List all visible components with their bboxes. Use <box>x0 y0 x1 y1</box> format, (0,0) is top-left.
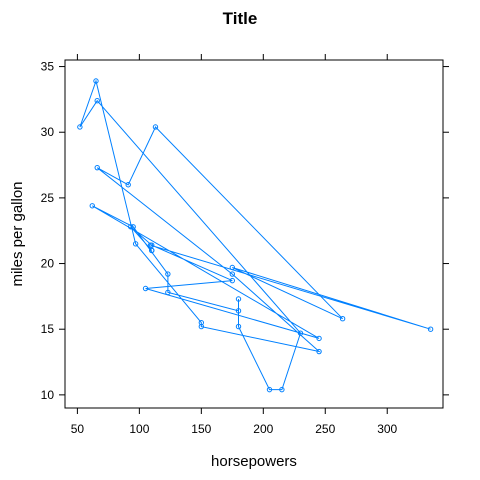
data-point <box>198 323 205 330</box>
y-tick-label: 30 <box>41 125 55 139</box>
series-line <box>79 79 431 391</box>
data-point <box>125 182 131 188</box>
data-point <box>94 98 100 104</box>
data-points <box>77 78 434 393</box>
chart-title: Title <box>223 9 258 28</box>
data-point <box>165 271 171 277</box>
data-point <box>149 247 155 254</box>
y-tick-label: 20 <box>41 257 55 271</box>
data-point <box>297 330 304 336</box>
data-point <box>229 271 236 277</box>
data-point <box>89 203 95 209</box>
data-point <box>94 164 100 171</box>
data-point <box>165 289 171 296</box>
data-point <box>93 78 99 84</box>
data-point <box>427 326 434 332</box>
data-point <box>77 124 83 130</box>
data-point <box>316 348 322 355</box>
data-point <box>235 296 242 302</box>
data-point <box>127 224 134 230</box>
data-point <box>132 241 139 247</box>
x-axis: 50 100 150 200 250 300 <box>71 54 398 436</box>
y-axis: 10 15 20 25 30 35 <box>41 60 449 402</box>
x-tick-label: 150 <box>191 422 211 436</box>
data-point <box>229 264 236 271</box>
y-tick-label: 35 <box>41 60 55 74</box>
data-point <box>229 277 236 284</box>
data-point <box>266 386 273 393</box>
data-point <box>152 124 159 130</box>
x-axis-label: horsepowers <box>211 453 297 470</box>
data-point <box>339 316 346 322</box>
data-point <box>235 308 242 314</box>
x-tick-label: 50 <box>71 422 85 436</box>
y-axis-label: miles per gallon <box>9 181 26 286</box>
x-tick-label: 100 <box>129 422 149 436</box>
data-point <box>316 335 322 342</box>
data-point <box>235 323 242 330</box>
plot-frame <box>64 59 444 409</box>
data-point <box>130 224 136 230</box>
data-point <box>279 386 285 393</box>
x-tick-label: 200 <box>253 422 273 436</box>
data-point <box>142 285 149 292</box>
x-tick-label: 300 <box>377 422 397 436</box>
y-tick-label: 15 <box>41 322 55 336</box>
y-tick-label: 25 <box>41 191 55 205</box>
data-point <box>147 242 154 248</box>
x-tick-label: 250 <box>315 422 335 436</box>
y-tick-label: 10 <box>41 388 55 402</box>
